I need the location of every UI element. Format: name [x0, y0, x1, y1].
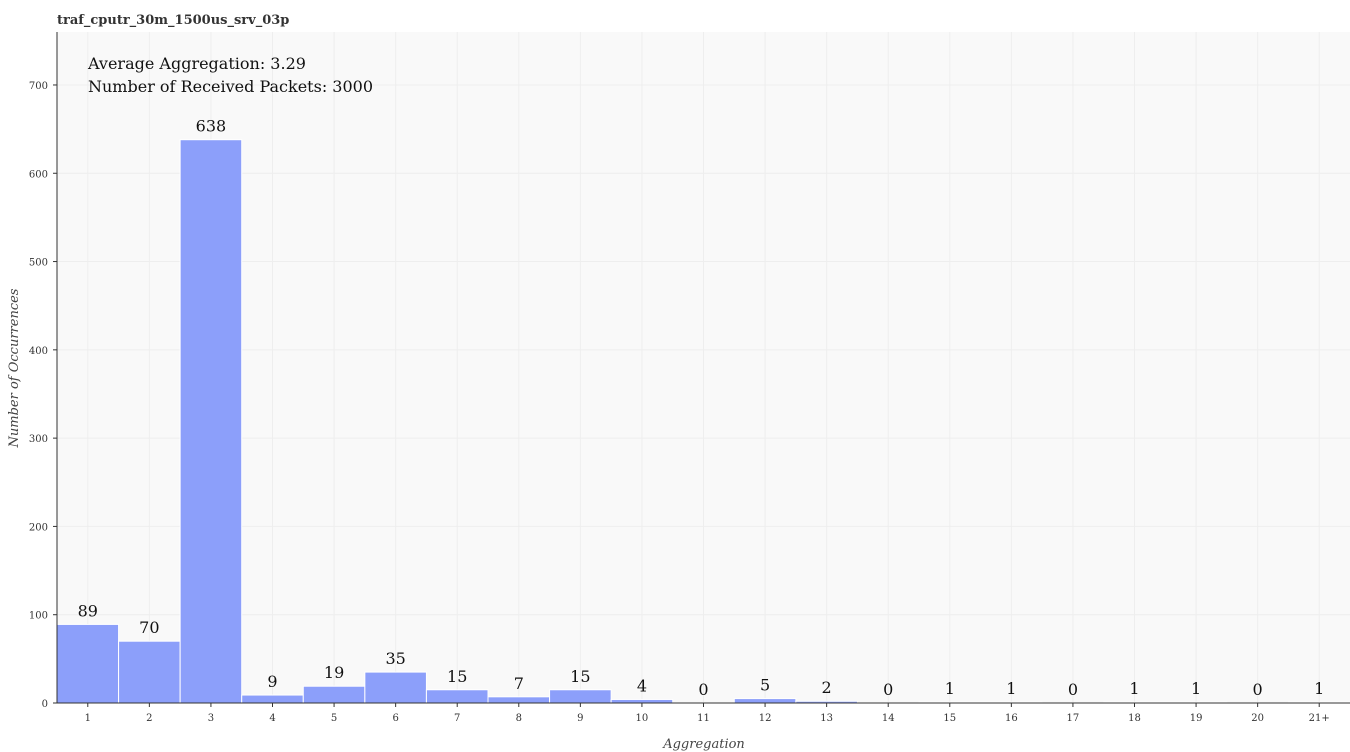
- data-label-20: 0: [1253, 680, 1263, 699]
- x-tick-label: 9: [577, 713, 583, 724]
- x-tick-label: 5: [331, 713, 337, 724]
- x-tick-label: 18: [1128, 713, 1141, 724]
- x-tick-label: 14: [882, 713, 895, 724]
- data-label-6: 35: [385, 649, 405, 668]
- x-tick-label: 20: [1251, 713, 1264, 724]
- bar-2: [118, 640, 181, 704]
- x-tick-label: 4: [269, 713, 275, 724]
- x-tick-label: 7: [454, 713, 460, 724]
- data-label-3: 638: [196, 117, 227, 136]
- bar-12: [733, 698, 797, 704]
- data-label-21+: 1: [1314, 679, 1324, 698]
- x-tick-label: 17: [1067, 713, 1080, 724]
- y-tick-label: 200: [29, 522, 48, 533]
- x-tick-label: 1: [85, 713, 91, 724]
- data-label-12: 5: [760, 676, 770, 695]
- data-label-17: 0: [1068, 680, 1078, 699]
- annotation-received-packets: Number of Received Packets: 3000: [88, 77, 373, 96]
- x-tick-label: 21+: [1309, 713, 1330, 724]
- data-label-10: 4: [637, 676, 647, 695]
- data-label-4: 9: [267, 672, 277, 691]
- data-label-16: 1: [1006, 679, 1016, 698]
- bar-10: [610, 698, 674, 704]
- y-tick-label: 300: [29, 434, 48, 445]
- x-tick-label: 16: [1005, 713, 1018, 724]
- bar-1: [56, 623, 120, 704]
- x-tick-label: 3: [208, 713, 214, 724]
- x-tick-label: 6: [392, 713, 398, 724]
- x-tick-label: 8: [516, 713, 522, 724]
- bar-4: [241, 694, 304, 704]
- bar-7: [425, 689, 489, 704]
- bar-9: [549, 689, 612, 704]
- bars: [56, 139, 1350, 704]
- bar-5: [302, 685, 366, 704]
- x-tick-label: 12: [759, 713, 772, 724]
- data-labels: 89 70 638 9 19 35 15 7 15 4 0 5 2 0 1 1 0 1 1 0 1: [78, 117, 1325, 699]
- chart-title: traf_cputr_30m_1500us_srv_03p: [57, 13, 289, 28]
- data-label-18: 1: [1129, 679, 1139, 698]
- data-label-15: 1: [945, 679, 955, 698]
- x-tick-label: 13: [820, 713, 833, 724]
- x-axis-label: Aggregation: [662, 737, 745, 752]
- y-tick-label: 400: [29, 346, 48, 357]
- bar-3: [179, 139, 243, 704]
- annotation-average-aggregation: Average Aggregation: 3.29: [87, 54, 306, 73]
- x-tick-label: 11: [697, 713, 710, 724]
- data-label-1: 89: [78, 601, 98, 620]
- data-label-2: 70: [139, 618, 159, 637]
- data-label-8: 7: [514, 674, 524, 693]
- data-label-7: 15: [447, 667, 467, 686]
- x-tick-label: 19: [1190, 713, 1203, 724]
- y-axis-label: Number of Occurrences: [7, 288, 22, 448]
- y-tick-label: 600: [29, 169, 48, 180]
- bar-8: [487, 696, 551, 704]
- data-label-19: 1: [1191, 679, 1201, 698]
- y-tick-label: 700: [29, 81, 48, 92]
- x-tick-label: 10: [636, 713, 649, 724]
- y-tick-label: 100: [29, 611, 48, 622]
- bar-6: [364, 671, 427, 704]
- data-label-11: 0: [698, 680, 708, 699]
- y-tick-label: 0: [42, 699, 48, 710]
- data-label-14: 0: [883, 680, 893, 699]
- x-tick-label: 15: [943, 713, 956, 724]
- x-tick-label: 2: [146, 713, 152, 724]
- data-label-9: 15: [570, 667, 590, 686]
- data-label-5: 19: [324, 663, 344, 682]
- data-label-13: 2: [822, 678, 832, 697]
- y-tick-label: 500: [29, 258, 48, 269]
